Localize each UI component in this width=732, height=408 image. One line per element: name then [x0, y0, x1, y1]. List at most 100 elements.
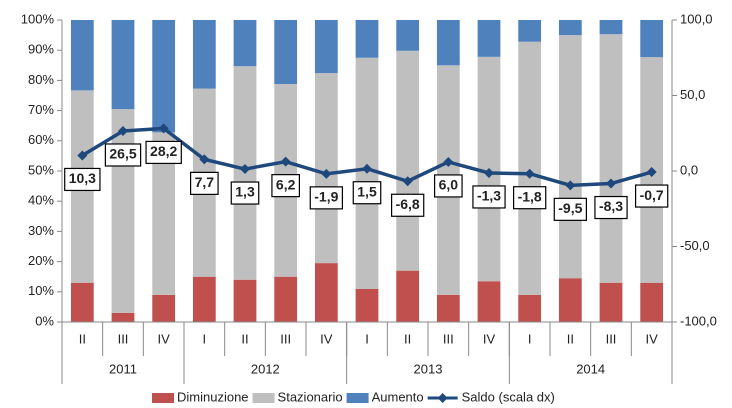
data-label-box — [189, 171, 219, 195]
marker — [484, 167, 494, 178]
data-label: 6,0 — [439, 177, 459, 193]
data-label: 28,2 — [150, 143, 177, 159]
bar-segment — [518, 294, 542, 322]
x-tick-label: I — [365, 331, 369, 346]
x-tick-label: IV — [483, 331, 496, 346]
data-label: 26,5 — [109, 146, 136, 162]
data-label-box — [594, 195, 628, 220]
x-tick-label: IV — [320, 331, 333, 346]
legend-label: Aumento — [372, 389, 424, 404]
x-group-label: 2011 — [109, 361, 137, 376]
legend-swatch — [252, 393, 275, 403]
data-label-box — [513, 186, 547, 210]
y-tick-label: 50% — [28, 162, 54, 177]
y-tick-label: 0% — [35, 313, 54, 328]
data-label-box — [309, 186, 343, 210]
marker — [606, 178, 616, 189]
y-tick-label: 40% — [28, 193, 54, 208]
bar-segment — [396, 20, 420, 51]
data-label-box — [145, 140, 182, 165]
data-label: 1,5 — [357, 183, 377, 199]
y2-tick-label: 100,0 — [680, 11, 713, 26]
marker — [321, 168, 332, 179]
y-tick-label: 100% — [21, 11, 55, 26]
x-group-label: 2014 — [576, 361, 605, 376]
x-tick-label: I — [528, 331, 532, 346]
legend-swatch — [346, 393, 369, 403]
data-label: -8,3 — [599, 198, 623, 214]
data-label-box — [635, 184, 669, 208]
marker — [199, 154, 210, 165]
x-tick-label: II — [241, 331, 248, 346]
bar-segment — [599, 20, 623, 35]
x-tick-label: II — [79, 331, 86, 346]
y2-tick-label: 50,0 — [680, 87, 705, 102]
data-label: -6,8 — [396, 196, 420, 212]
bar-segment — [599, 282, 623, 322]
bar-segment — [436, 294, 460, 322]
marker — [77, 150, 88, 161]
bar-segment — [477, 281, 501, 322]
bar-segment — [640, 20, 664, 58]
bar-segment — [396, 50, 420, 271]
data-label-box — [352, 181, 382, 205]
y-tick-label: 70% — [28, 102, 54, 117]
x-tick-label: IV — [646, 331, 659, 346]
data-label-box — [271, 174, 301, 198]
x-tick-label: III — [118, 331, 129, 346]
data-label-box — [553, 197, 587, 221]
marker — [362, 163, 372, 174]
bar-segment — [152, 132, 176, 295]
bar-segment — [314, 20, 338, 74]
data-label: -0,7 — [640, 187, 664, 203]
x-tick-label: III — [606, 331, 617, 346]
bar-segment — [314, 263, 338, 322]
x-tick-label: II — [404, 331, 411, 346]
bar-segment — [355, 20, 379, 58]
bar-segment — [111, 20, 135, 110]
marker — [646, 167, 657, 178]
legend-marker — [437, 393, 448, 403]
marker — [443, 156, 454, 167]
data-label-box — [230, 181, 260, 205]
bar-segment — [152, 20, 176, 133]
data-label: 1,3 — [235, 184, 255, 200]
bar-segment — [70, 20, 94, 91]
marker — [240, 164, 250, 175]
data-label: -1,8 — [518, 188, 542, 204]
data-label: 10,3 — [69, 170, 96, 186]
y-tick-label: 30% — [28, 223, 54, 238]
data-label-box — [104, 143, 142, 167]
legend-swatch — [152, 393, 174, 403]
bar-segment — [233, 20, 257, 67]
y2-tick-label: 0,0 — [680, 162, 698, 177]
y-tick-label: 20% — [28, 253, 54, 268]
data-label-box — [64, 167, 101, 192]
x-tick-label: II — [567, 331, 574, 346]
y-tick-label: 60% — [28, 132, 54, 147]
y-tick-label: 10% — [28, 283, 54, 298]
data-label-box — [433, 174, 463, 198]
bar-segment — [558, 20, 582, 36]
x-tick-label: III — [443, 331, 454, 346]
data-label: -9,5 — [558, 200, 582, 216]
x-group-label: 2012 — [251, 361, 280, 376]
bar-segment — [599, 34, 623, 283]
y-tick-label: 80% — [28, 72, 54, 87]
y-tick-label: 90% — [28, 42, 54, 57]
bar-segment — [640, 282, 664, 322]
bar-segment — [111, 312, 135, 322]
marker — [158, 123, 169, 134]
bar-segment — [70, 282, 94, 322]
bar-segment — [314, 73, 338, 264]
bar-segment — [192, 20, 216, 89]
bar-segment — [518, 41, 542, 295]
x-tick-label: IV — [158, 331, 171, 346]
bar-segment — [558, 35, 582, 279]
bar-segment — [233, 279, 257, 322]
marker — [118, 125, 128, 136]
legend-label: Stazionario — [278, 389, 343, 404]
data-label: -1,3 — [477, 188, 501, 204]
x-tick-label: III — [280, 331, 291, 346]
